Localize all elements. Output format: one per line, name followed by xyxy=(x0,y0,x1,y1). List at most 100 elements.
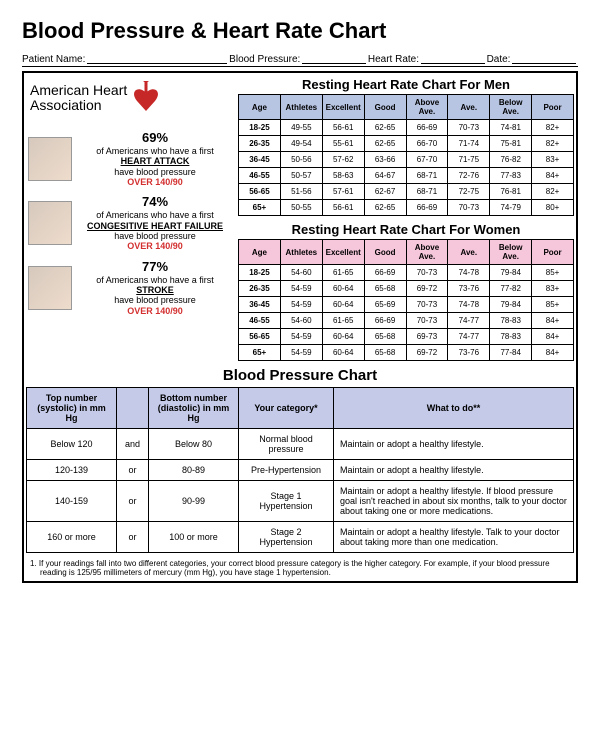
aha-line2: Association xyxy=(30,98,127,113)
hr-cell: 46-55 xyxy=(239,168,281,184)
bp-cell: or xyxy=(117,522,149,553)
page-title: Blood Pressure & Heart Rate Chart xyxy=(22,18,578,44)
hr-cell: 77-83 xyxy=(490,168,532,184)
hr-cell: 74-78 xyxy=(448,297,490,313)
hr-cell: 78-83 xyxy=(490,329,532,345)
bp-cell: Maintain or adopt a healthy lifestyle. I… xyxy=(334,481,574,522)
hr-header: Poor xyxy=(532,240,574,265)
hr-women-title: Resting Heart Rate Chart For Women xyxy=(238,222,574,237)
hr-cell: 56-65 xyxy=(239,329,281,345)
hr-cell: 61-65 xyxy=(322,265,364,281)
hr-cell: 60-64 xyxy=(322,281,364,297)
stat-image xyxy=(28,266,72,310)
hr-men-table: AgeAthletesExcellentGoodAbove Ave.Ave.Be… xyxy=(238,94,574,216)
hr-cell: 65-68 xyxy=(364,329,406,345)
hr-cell: 72-76 xyxy=(448,168,490,184)
hr-header: Age xyxy=(239,240,281,265)
stat-text: 77% of Americans who have a first STROKE… xyxy=(78,260,232,316)
hr-cell: 56-61 xyxy=(322,200,364,216)
hr-cell: 68-71 xyxy=(406,168,448,184)
hr-cell: 46-55 xyxy=(239,313,281,329)
bp-cell: Normal blood pressure xyxy=(239,429,334,460)
hr-label: Heart Rate: xyxy=(368,54,419,65)
hr-cell: 85+ xyxy=(532,265,574,281)
hr-cell: 26-35 xyxy=(239,136,281,152)
bp-cell: Stage 2 Hypertension xyxy=(239,522,334,553)
hr-cell: 50-57 xyxy=(280,168,322,184)
hr-header: Excellent xyxy=(322,95,364,120)
stat-block: 77% of Americans who have a first STROKE… xyxy=(28,260,232,316)
heart-torch-icon xyxy=(133,81,159,115)
hr-header: Above Ave. xyxy=(406,95,448,120)
hr-cell: 70-73 xyxy=(406,313,448,329)
hr-cell: 67-70 xyxy=(406,152,448,168)
hr-cell: 65-68 xyxy=(364,345,406,361)
hr-cell: 70-73 xyxy=(448,120,490,136)
hr-cell: 65-68 xyxy=(364,281,406,297)
hr-cell: 49-54 xyxy=(280,136,322,152)
hr-cell: 73-76 xyxy=(448,345,490,361)
hr-cell: 74-77 xyxy=(448,329,490,345)
hr-cell: 54-59 xyxy=(280,281,322,297)
hr-cell: 78-83 xyxy=(490,313,532,329)
hr-cell: 62-67 xyxy=(364,184,406,200)
stat-image xyxy=(28,201,72,245)
hr-cell: 18-25 xyxy=(239,120,281,136)
hr-cell: 54-59 xyxy=(280,345,322,361)
hr-cell: 51-56 xyxy=(280,184,322,200)
hr-cell: 62-65 xyxy=(364,136,406,152)
bp-section: Blood Pressure Chart Top number (systoli… xyxy=(26,367,574,553)
hr-cell: 50-55 xyxy=(280,200,322,216)
hr-cell: 56-65 xyxy=(239,184,281,200)
hr-cell: 83+ xyxy=(532,152,574,168)
hr-header: Below Ave. xyxy=(490,95,532,120)
hr-header: Athletes xyxy=(280,240,322,265)
bp-table: Top number (systolic) in mm HgBottom num… xyxy=(26,387,574,553)
hr-cell: 54-60 xyxy=(280,265,322,281)
hr-men-title: Resting Heart Rate Chart For Men xyxy=(238,77,574,92)
hr-cell: 82+ xyxy=(532,136,574,152)
hr-cell: 54-60 xyxy=(280,313,322,329)
hr-cell: 79-84 xyxy=(490,265,532,281)
stat-text: 69% of Americans who have a first HEART … xyxy=(78,131,232,187)
hr-cell: 84+ xyxy=(532,329,574,345)
hr-cell: 84+ xyxy=(532,313,574,329)
bp-cell: Below 80 xyxy=(149,429,239,460)
hr-header: Good xyxy=(364,240,406,265)
hr-cell: 66-69 xyxy=(406,200,448,216)
hr-cell: 74-78 xyxy=(448,265,490,281)
hr-cell: 57-62 xyxy=(322,152,364,168)
hr-cell: 76-81 xyxy=(490,184,532,200)
hr-cell: 77-82 xyxy=(490,281,532,297)
hr-header: Athletes xyxy=(280,95,322,120)
bp-cell: Pre-Hypertension xyxy=(239,460,334,481)
bp-cell: Maintain or adopt a healthy lifestyle. xyxy=(334,429,574,460)
bp-cell: 100 or more xyxy=(149,522,239,553)
date-label: Date: xyxy=(487,54,511,65)
hr-women-table: AgeAthletesExcellentGoodAbove Ave.Ave.Be… xyxy=(238,239,574,361)
hr-cell: 36-45 xyxy=(239,297,281,313)
hr-cell: 84+ xyxy=(532,345,574,361)
patient-info-line: Patient Name: Blood Pressure: Heart Rate… xyxy=(22,54,578,67)
hr-cell: 71-75 xyxy=(448,152,490,168)
footnote: 1. If your readings fall into two differ… xyxy=(40,559,568,577)
hr-cell: 55-61 xyxy=(322,136,364,152)
bp-cell: 80-89 xyxy=(149,460,239,481)
hr-cell: 64-67 xyxy=(364,168,406,184)
hr-cell: 74-77 xyxy=(448,313,490,329)
hr-cell: 26-35 xyxy=(239,281,281,297)
stat-block: 69% of Americans who have a first HEART … xyxy=(28,131,232,187)
bp-cell: Below 120 xyxy=(27,429,117,460)
hr-cell: 69-73 xyxy=(406,329,448,345)
bp-header xyxy=(117,388,149,429)
hr-cell: 76-82 xyxy=(490,152,532,168)
bp-cell: Maintain or adopt a healthy lifestyle. xyxy=(334,460,574,481)
hr-cell: 73-76 xyxy=(448,281,490,297)
hr-header: Above Ave. xyxy=(406,240,448,265)
hr-cell: 60-64 xyxy=(322,345,364,361)
stat-image xyxy=(28,137,72,181)
hr-cell: 71-74 xyxy=(448,136,490,152)
hr-header: Good xyxy=(364,95,406,120)
hr-cell: 72-75 xyxy=(448,184,490,200)
bp-label: Blood Pressure: xyxy=(229,54,300,65)
